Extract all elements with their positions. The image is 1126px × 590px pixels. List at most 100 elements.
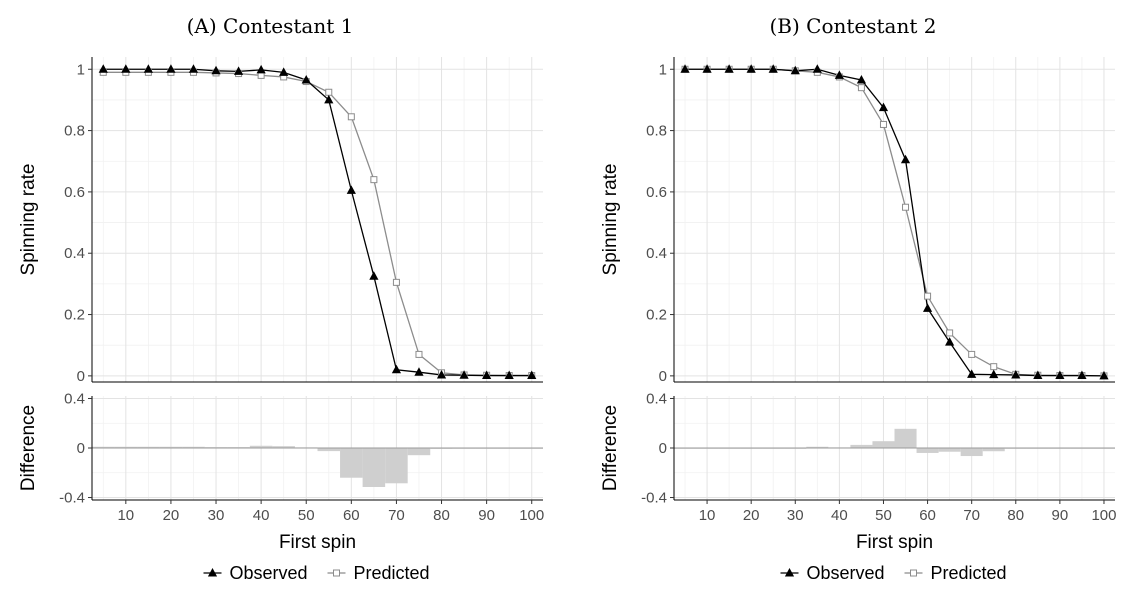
x-tick-label: 10 — [117, 507, 134, 524]
x-tick-label: 40 — [831, 507, 848, 524]
x-tick-label: 70 — [963, 507, 980, 524]
difference-bar — [249, 445, 273, 448]
observed-point — [211, 65, 221, 75]
difference-bar — [159, 446, 183, 448]
observed-point — [834, 70, 844, 79]
main-grid — [92, 57, 543, 500]
diff-y-tick-label: 0.4 — [646, 390, 667, 407]
observed-line — [103, 68, 532, 377]
diff-y-axis-title: Difference — [600, 405, 621, 491]
x-tick-label: 100 — [519, 507, 544, 524]
y-tick-label: 0 — [77, 368, 85, 385]
legend: Observed Predicted — [203, 563, 430, 583]
observed-point — [233, 66, 244, 75]
diff-y-tick-label: 0 — [659, 440, 667, 457]
observed-point — [414, 367, 424, 376]
difference-bar — [407, 448, 431, 456]
x-tick-label: 80 — [1007, 507, 1024, 524]
diff-y-tick-label: 0 — [77, 440, 85, 457]
observed-point — [188, 64, 199, 73]
x-tick-label: 70 — [388, 507, 405, 524]
observed-point — [724, 64, 734, 73]
observed-point — [143, 64, 153, 73]
x-tick-label: 20 — [163, 507, 180, 524]
difference-bar — [982, 448, 1005, 452]
legend-predicted-label: Predicted — [354, 563, 430, 583]
predicted-point — [370, 176, 378, 184]
legend-predicted-marker — [910, 569, 917, 577]
y-tick-label: 0.4 — [64, 245, 85, 262]
x-tick-label: 60 — [343, 507, 360, 524]
legend-observed-marker — [784, 568, 795, 577]
difference-bar — [894, 428, 917, 448]
predicted-point — [415, 350, 423, 358]
observed-point — [900, 154, 911, 164]
diff-y-axis-title: Difference — [18, 405, 39, 491]
difference-bar — [850, 444, 873, 448]
x-tick-label: 90 — [478, 507, 495, 524]
predicted-point — [968, 350, 976, 358]
difference-bar — [806, 446, 829, 448]
observed-point — [279, 67, 289, 76]
x-axis-title: First spin — [279, 532, 356, 553]
y-tick-label: 0.6 — [64, 184, 85, 201]
difference-bar — [362, 448, 386, 487]
observed-point — [459, 370, 469, 379]
observed-point — [436, 369, 447, 379]
difference-bar — [92, 446, 115, 448]
diff-y-tick-label: -0.4 — [641, 490, 667, 507]
legend-predicted-label: Predicted — [931, 563, 1007, 583]
y-tick-label: 0.8 — [64, 123, 85, 140]
observed-point — [369, 271, 379, 280]
y-tick-label: 1 — [659, 61, 667, 78]
observed-point — [301, 74, 311, 84]
observed-point — [878, 102, 889, 112]
difference-bar — [916, 448, 939, 453]
x-tick-label: 40 — [253, 507, 270, 524]
y-tick-label: 0.2 — [64, 307, 85, 324]
observed-point — [324, 94, 334, 104]
predicted-point — [857, 84, 865, 92]
predicted-point — [946, 329, 954, 337]
predicted-point — [902, 203, 910, 211]
y-tick-label: 1 — [77, 61, 85, 78]
predicted-point — [879, 120, 887, 128]
observed-point — [856, 74, 867, 84]
y-tick-label: 0.4 — [646, 245, 667, 262]
predicted-point — [325, 88, 333, 96]
difference-bar — [385, 448, 408, 484]
y-tick-label: 0 — [659, 368, 667, 385]
predicted-point — [347, 113, 355, 121]
observed-point — [1011, 369, 1021, 379]
observed-point — [121, 64, 131, 73]
observed-point — [391, 364, 402, 374]
observed-point — [504, 370, 514, 380]
predicted-point — [392, 278, 400, 286]
difference-bar — [137, 446, 160, 448]
y-tick-label: 0.2 — [646, 307, 667, 324]
predicted-line — [103, 71, 532, 377]
panel-b: (B) Contestant 2 0 0.2 0.4 0.6 0.8 1 Spinning r… — [600, 14, 1116, 583]
difference-bar — [960, 448, 983, 457]
observed-point — [256, 64, 266, 74]
x-axis-title: First spin — [856, 532, 933, 553]
x-tick-label: 30 — [787, 507, 804, 524]
legend-observed-label: Observed — [230, 563, 308, 583]
difference-bar — [872, 441, 895, 448]
y-tick-label: 0.6 — [646, 184, 667, 201]
observed-point — [790, 65, 800, 75]
observed-point — [945, 337, 955, 346]
observed-point — [98, 64, 108, 73]
x-tick-label: 20 — [743, 507, 760, 524]
observed-point — [812, 64, 822, 73]
x-tick-label: 30 — [208, 507, 225, 524]
x-tick-label: 10 — [699, 507, 716, 524]
observed-point — [346, 185, 356, 194]
panel-a: (A) Contestant 1 0 0.2 0.4 0.6 0.8 1 Spinning r… — [18, 14, 544, 583]
difference-bar — [938, 448, 961, 452]
y-tick-label: 0.8 — [646, 123, 667, 140]
observed-point — [768, 64, 778, 73]
observed-point — [1055, 370, 1065, 380]
panel-title: (A) Contestant 1 — [187, 14, 354, 38]
